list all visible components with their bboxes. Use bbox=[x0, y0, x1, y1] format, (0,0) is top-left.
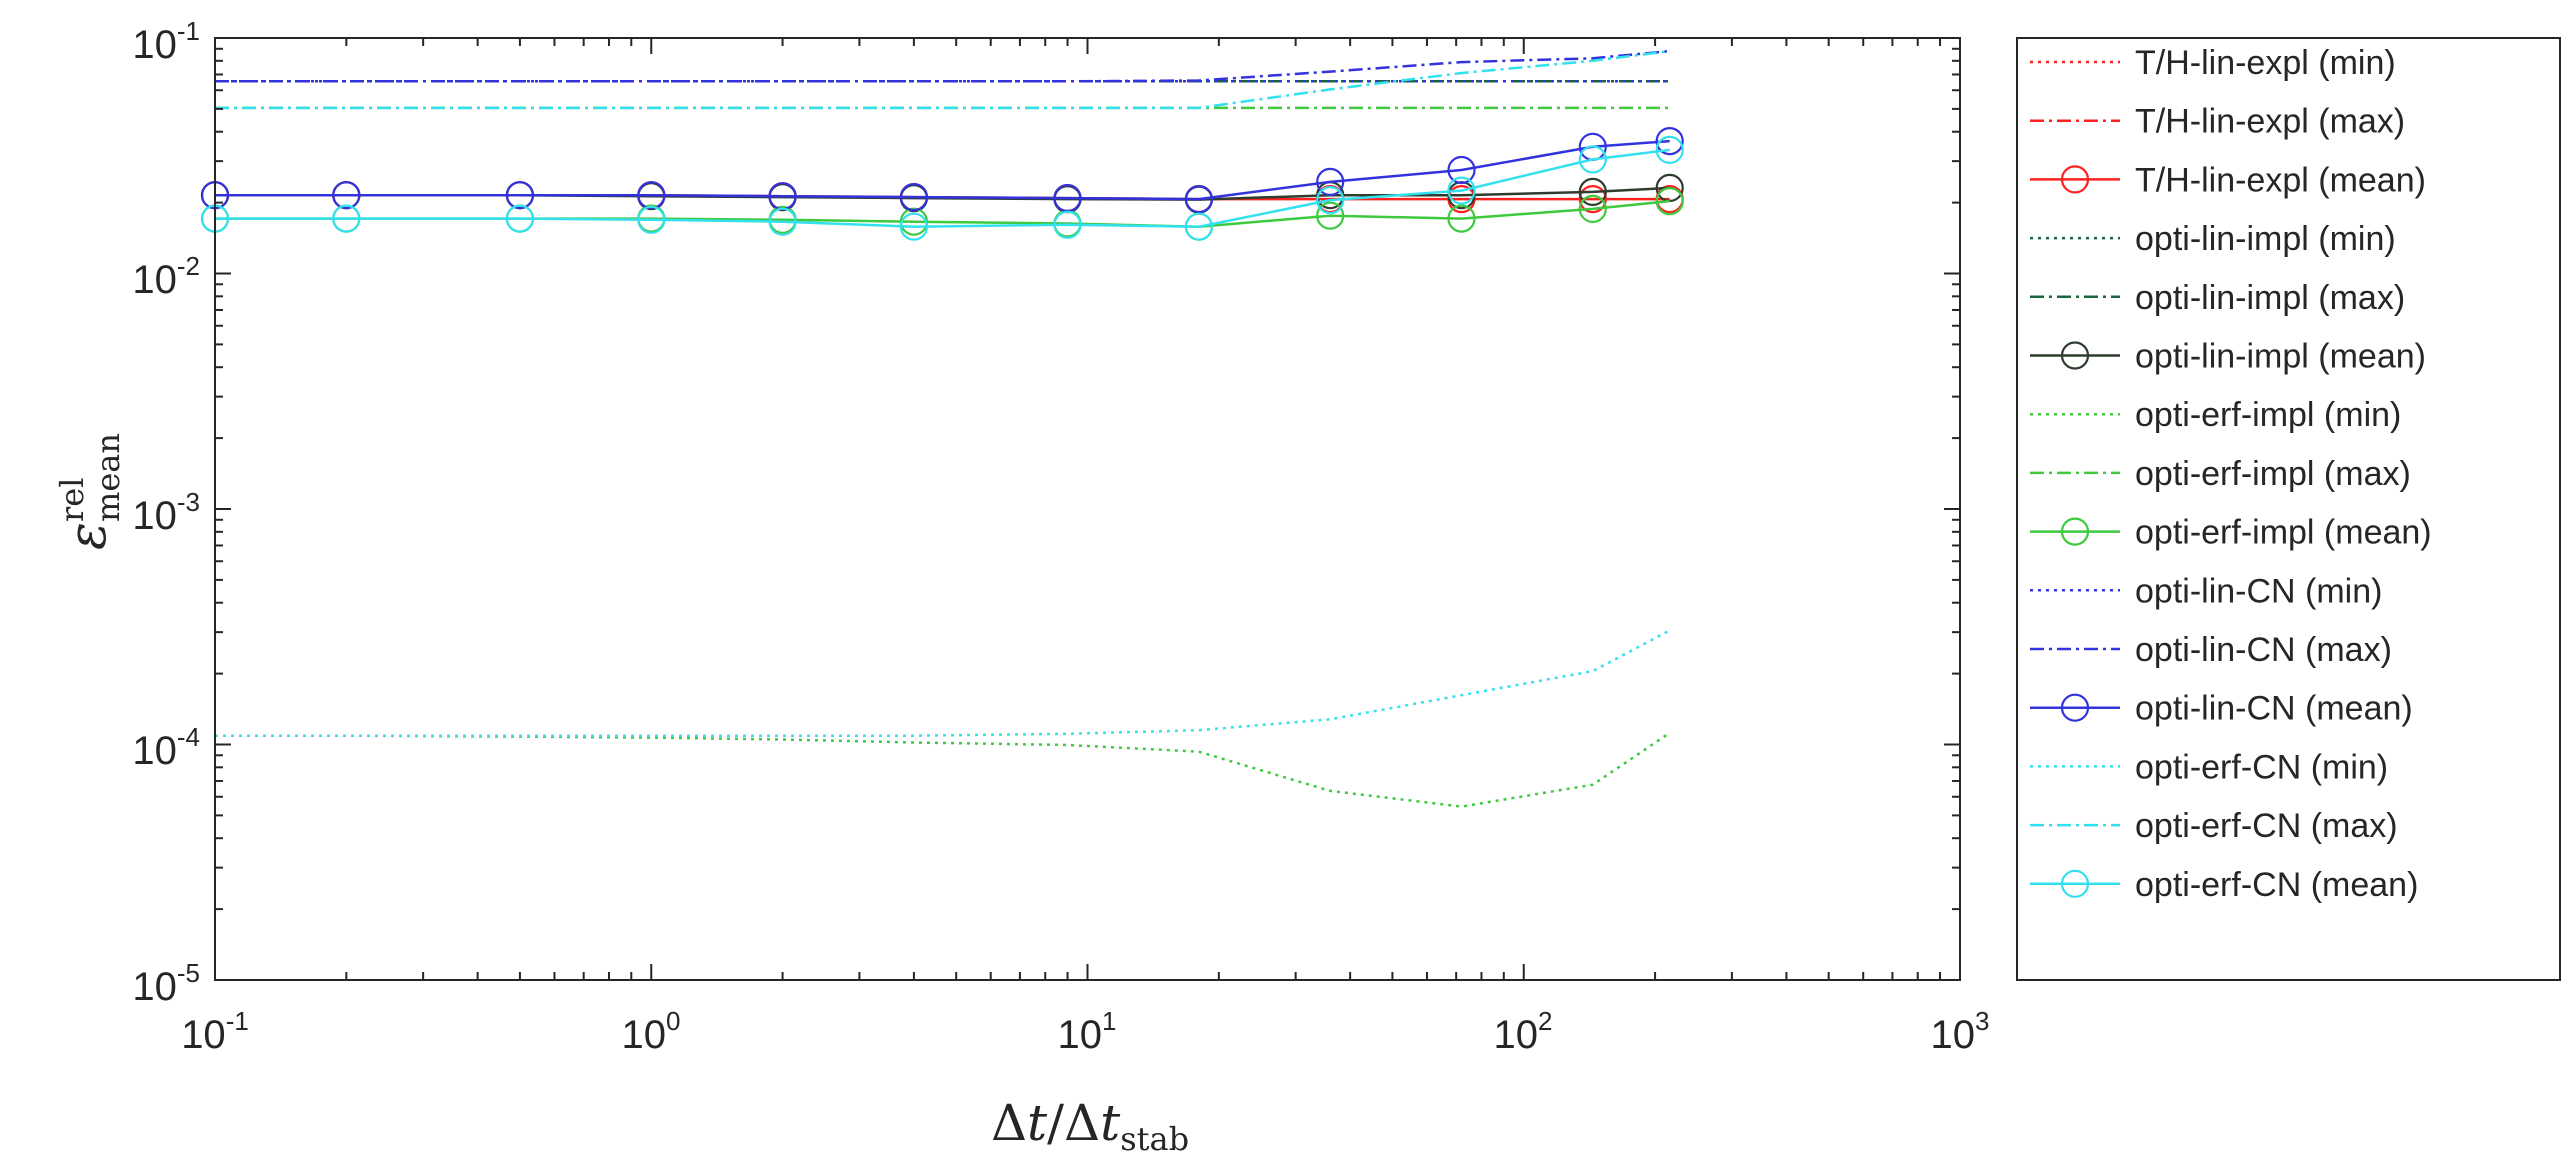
y-tick-label: 10-3 bbox=[132, 487, 200, 538]
legend-label: T/H-lin-expl (min) bbox=[2135, 44, 2396, 82]
y-axis-symbol: ε bbox=[58, 522, 118, 550]
legend-label: opti-erf-CN (max) bbox=[2135, 807, 2398, 845]
legend-label: opti-lin-CN (max) bbox=[2135, 631, 2392, 669]
x-tick-label: 102 bbox=[1494, 1006, 1553, 1057]
chart-figure: 10-1 100 101 102 103 10-1 10-2 10-3 10-4… bbox=[0, 0, 2573, 1168]
legend-label: opti-lin-impl (mean) bbox=[2135, 338, 2426, 376]
x-tick-label: 103 bbox=[1931, 1006, 1990, 1057]
y-axis-label: ε rel mean bbox=[53, 433, 127, 550]
legend-label: T/H-lin-expl (max) bbox=[2135, 103, 2405, 141]
legend-label: opti-erf-CN (min) bbox=[2135, 748, 2388, 786]
x-tick-labels: 10-1 100 101 102 103 bbox=[181, 1006, 1989, 1057]
y-tick-label: 10-5 bbox=[132, 958, 200, 1009]
legend-label: opti-erf-impl (mean) bbox=[2135, 514, 2432, 552]
legend-label: opti-lin-impl (min) bbox=[2135, 220, 2396, 258]
plot-area bbox=[215, 38, 1960, 980]
y-axis-subscript: mean bbox=[89, 433, 127, 522]
legend-label: opti-erf-impl (min) bbox=[2135, 396, 2401, 434]
legend-label: opti-erf-CN (mean) bbox=[2135, 866, 2418, 904]
x-tick-label: 100 bbox=[622, 1006, 681, 1057]
legend-label: T/H-lin-expl (mean) bbox=[2135, 161, 2426, 199]
y-tick-label: 10-1 bbox=[132, 16, 200, 67]
legend-label: opti-lin-impl (max) bbox=[2135, 279, 2405, 317]
y-tick-labels: 10-1 10-2 10-3 10-4 10-5 bbox=[132, 16, 200, 1009]
legend-label: opti-erf-impl (max) bbox=[2135, 455, 2411, 493]
x-tick-label: 10-1 bbox=[181, 1006, 249, 1057]
y-axis-superscript: rel bbox=[53, 478, 91, 522]
y-tick-label: 10-4 bbox=[132, 722, 200, 773]
y-tick-label: 10-2 bbox=[132, 251, 200, 302]
legend-label: opti-lin-CN (min) bbox=[2135, 572, 2382, 610]
legend-label: opti-lin-CN (mean) bbox=[2135, 690, 2413, 728]
x-axis-label: Δt/Δtstab bbox=[991, 1094, 1189, 1158]
x-tick-label: 101 bbox=[1058, 1006, 1117, 1057]
